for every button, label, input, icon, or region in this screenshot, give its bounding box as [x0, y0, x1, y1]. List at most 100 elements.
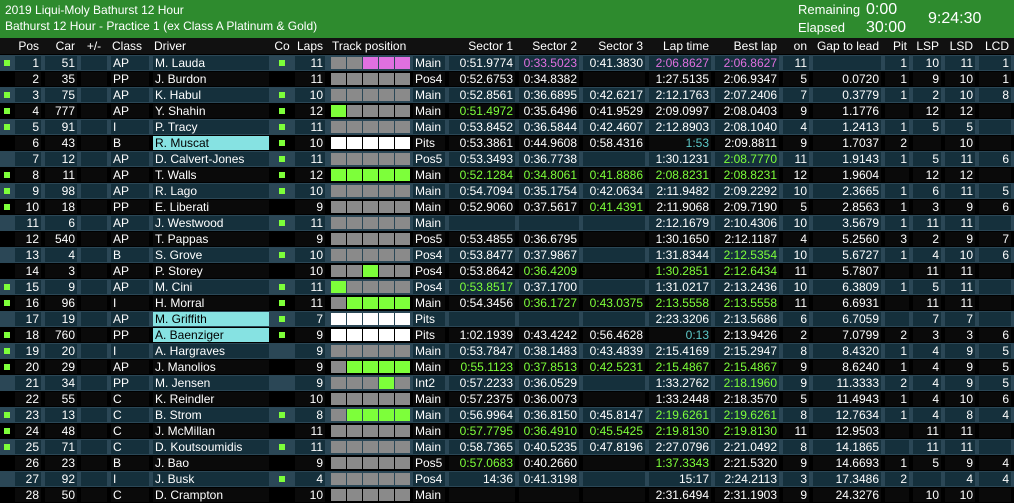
cell-bg	[979, 168, 1011, 182]
car-cell: 13	[61, 408, 75, 422]
cell-bg	[813, 248, 881, 262]
track-segment	[363, 265, 378, 277]
lsd-cell: 9	[966, 456, 973, 470]
on-cell: 11	[794, 424, 807, 438]
lcd-cell: 5	[1002, 184, 1009, 198]
row-flag	[4, 412, 10, 418]
cell-bg	[449, 440, 515, 454]
cell-bg	[15, 440, 41, 454]
cell-bg	[979, 296, 1011, 310]
best-cell: 2:15.2947	[723, 344, 777, 358]
cell-bg	[813, 104, 881, 118]
cell-bg	[649, 360, 711, 374]
pos-cell: 12	[25, 232, 39, 246]
track-segment	[347, 169, 362, 181]
cell-bg	[15, 152, 41, 166]
cell-bg	[583, 56, 645, 70]
cell-bg	[111, 312, 149, 326]
cls-cell: C	[113, 488, 122, 502]
cell-bg	[913, 296, 941, 310]
track-segment	[331, 121, 346, 133]
pos-cell: 14	[25, 264, 39, 278]
cell-bg	[885, 456, 909, 470]
pos-cell: 27	[25, 472, 39, 486]
cell-bg	[45, 408, 77, 422]
lap-cell: 2:12.8903	[655, 120, 709, 134]
cell-bg	[783, 456, 809, 470]
cell-bg	[885, 248, 909, 262]
track-segment	[347, 457, 362, 469]
cell-bg	[449, 280, 515, 294]
cell-bg	[885, 168, 909, 182]
cell-bg	[583, 472, 645, 486]
gap-cell: 5.2560	[842, 232, 879, 246]
driver-cell: Y. Shahin	[155, 104, 206, 118]
cell-bg	[519, 72, 579, 86]
s3-cell: 0:43.0375	[589, 296, 643, 310]
lsp-cell: 4	[932, 392, 939, 406]
cell-bg	[649, 264, 711, 278]
cell-bg	[885, 408, 909, 422]
driver-cell: M. Griffith	[155, 312, 207, 326]
lsp-cell: 6	[932, 184, 939, 198]
car-cell: 35	[61, 72, 75, 86]
cell-bg	[81, 328, 107, 342]
cell-bg	[519, 216, 579, 230]
cell-bg	[783, 488, 809, 502]
laps-cell: 11	[310, 72, 323, 86]
cls-cell: AP	[113, 216, 130, 230]
cell-bg	[413, 376, 445, 390]
cell-bg	[153, 248, 269, 262]
track-segment	[331, 265, 346, 277]
cls-cell: I	[113, 120, 117, 134]
lsd-cell: 9	[966, 360, 973, 374]
car-cell: 48	[61, 424, 75, 438]
cell-bg	[413, 120, 445, 134]
cell-bg	[945, 456, 975, 470]
s1-cell: 0:54.3456	[459, 296, 513, 310]
cell-bg	[649, 296, 711, 310]
pos-cell: 16	[25, 296, 39, 310]
lsd-cell: 11	[960, 216, 973, 230]
cell-bg	[153, 120, 269, 134]
cell-bg	[979, 232, 1011, 246]
gap-cell: 8.4320	[842, 344, 879, 358]
cell-bg	[715, 248, 779, 262]
track-segment	[363, 281, 378, 293]
cell-bg	[45, 56, 77, 70]
lsp-cell: 11	[926, 440, 939, 454]
cell-bg	[45, 456, 77, 470]
cell-bg	[81, 168, 107, 182]
cell-bg	[519, 104, 579, 118]
cell-bg	[885, 264, 909, 278]
laps-cell: 12	[309, 168, 323, 182]
cell-bg	[45, 440, 77, 454]
lap-cell: 2:09.0997	[655, 104, 709, 118]
track-segment	[379, 265, 394, 277]
cell-bg	[583, 328, 645, 342]
cell-bg	[979, 152, 1011, 166]
cell-bg	[45, 248, 77, 262]
row-flag	[4, 108, 10, 114]
cell-bg	[295, 280, 325, 294]
cell-bg	[81, 488, 107, 502]
gap-cell: 7.0799	[842, 328, 879, 342]
track-segment	[379, 249, 394, 261]
track-segment	[331, 489, 346, 501]
laps-cell: 9	[316, 232, 323, 246]
track-segment	[363, 121, 378, 133]
s1-cell: 0:57.2233	[459, 376, 513, 390]
cell-bg	[583, 216, 645, 230]
lap-cell: 2:15.4169	[655, 344, 709, 358]
pos-cell: 21	[25, 376, 39, 390]
car-cell: 11	[62, 168, 75, 182]
event-title: 2019 Liqui-Moly Bathurst 12 Hour	[5, 3, 184, 17]
cell-bg	[81, 360, 107, 374]
track-segment	[331, 425, 346, 437]
track-segment	[379, 393, 394, 405]
cell-bg	[519, 184, 579, 198]
status-cell: Main	[415, 360, 442, 374]
driver-cell: J. Burdon	[155, 72, 207, 86]
cell-bg	[519, 168, 579, 182]
car-cell: 12	[61, 152, 75, 166]
